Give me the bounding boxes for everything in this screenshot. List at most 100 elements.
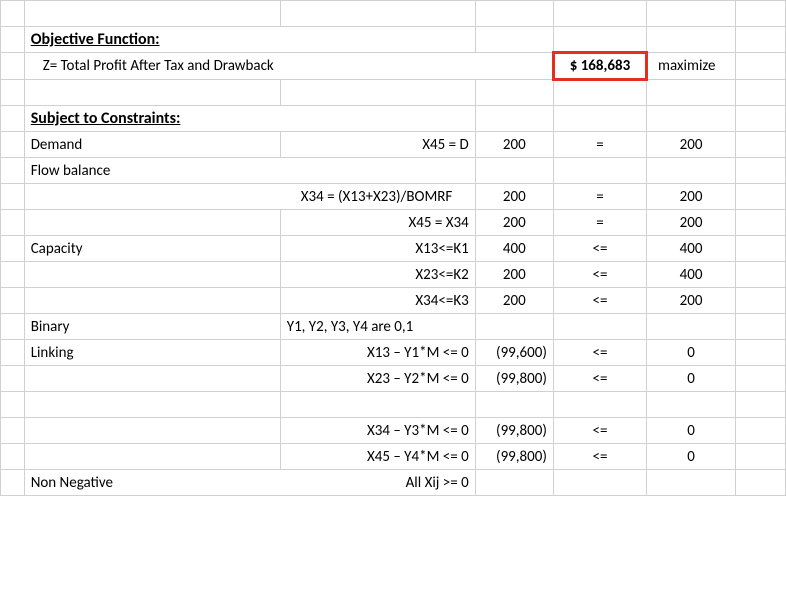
link2-rhs: 0 bbox=[647, 366, 736, 392]
link3-rhs: 0 bbox=[647, 418, 736, 444]
link4-rhs: 0 bbox=[647, 444, 736, 470]
empty-cell bbox=[475, 158, 553, 184]
empty-cell bbox=[647, 27, 736, 53]
row-flow2: X45 = X34 200 = 200 bbox=[1, 210, 786, 236]
row-link3: X34 – Y3*M <= 0 (99,800) <= 0 bbox=[1, 418, 786, 444]
empty-cell bbox=[736, 106, 786, 132]
row-link1: Linking X13 – Y1*M <= 0 (99,600) <= 0 bbox=[1, 340, 786, 366]
empty-cell bbox=[475, 392, 553, 418]
empty-cell bbox=[736, 132, 786, 158]
linking-label: Linking bbox=[24, 340, 280, 366]
empty-cell bbox=[24, 262, 280, 288]
empty-cell bbox=[1, 418, 25, 444]
cap2-expr: X23<=K2 bbox=[280, 262, 475, 288]
empty-cell bbox=[553, 314, 646, 340]
link2-op: <= bbox=[553, 366, 646, 392]
empty-cell bbox=[736, 470, 786, 496]
link3-lhs: (99,800) bbox=[475, 418, 553, 444]
empty-cell bbox=[475, 314, 553, 340]
empty-cell bbox=[553, 80, 646, 106]
row-binary: Binary Y1, Y2, Y3, Y4 are 0,1 bbox=[1, 314, 786, 340]
nonneg-label: Non Negative bbox=[24, 470, 280, 496]
link4-lhs: (99,800) bbox=[475, 444, 553, 470]
empty-cell bbox=[647, 158, 736, 184]
empty-cell bbox=[24, 184, 280, 210]
empty-cell bbox=[1, 53, 25, 80]
empty-cell bbox=[736, 53, 786, 80]
constraints-header: Subject to Constraints: bbox=[24, 106, 280, 132]
flowbalance-label: Flow balance bbox=[24, 158, 280, 184]
empty-cell bbox=[647, 106, 736, 132]
empty-cell bbox=[24, 210, 280, 236]
empty-cell bbox=[647, 1, 736, 27]
empty-cell bbox=[1, 392, 25, 418]
objective-value-cell[interactable]: $ 168,683 bbox=[553, 53, 646, 80]
demand-expr: X45 = D bbox=[280, 132, 475, 158]
empty-cell bbox=[1, 27, 25, 53]
flow2-rhs: 200 bbox=[647, 210, 736, 236]
row-nonneg: Non Negative All Xij >= 0 bbox=[1, 470, 786, 496]
empty-cell bbox=[553, 158, 646, 184]
empty-cell bbox=[1, 132, 25, 158]
cap3-op: <= bbox=[553, 288, 646, 314]
link4-expr: X45 – Y4*M <= 0 bbox=[280, 444, 475, 470]
link1-expr: X13 – Y1*M <= 0 bbox=[280, 340, 475, 366]
cap1-rhs: 400 bbox=[647, 236, 736, 262]
empty-cell bbox=[553, 1, 646, 27]
demand-rhs: 200 bbox=[647, 132, 736, 158]
cap1-expr: X13<=K1 bbox=[280, 236, 475, 262]
empty-cell bbox=[280, 392, 475, 418]
blank-row bbox=[1, 1, 786, 27]
empty-cell bbox=[1, 366, 25, 392]
demand-op: = bbox=[553, 132, 646, 158]
empty-cell bbox=[736, 340, 786, 366]
empty-cell bbox=[736, 184, 786, 210]
empty-cell bbox=[280, 27, 475, 53]
empty-cell bbox=[24, 80, 280, 106]
empty-cell bbox=[1, 262, 25, 288]
row-demand: Demand X45 = D 200 = 200 bbox=[1, 132, 786, 158]
flow1-lhs: 200 bbox=[475, 184, 553, 210]
empty-cell bbox=[24, 418, 280, 444]
blank-row bbox=[1, 80, 786, 106]
cap1-op: <= bbox=[553, 236, 646, 262]
empty-cell bbox=[553, 27, 646, 53]
link2-expr: X23 – Y2*M <= 0 bbox=[280, 366, 475, 392]
empty-cell bbox=[736, 27, 786, 53]
link4-op: <= bbox=[553, 444, 646, 470]
empty-cell bbox=[475, 53, 553, 80]
empty-cell bbox=[280, 1, 475, 27]
empty-cell bbox=[1, 236, 25, 262]
empty-cell bbox=[280, 158, 475, 184]
link1-op: <= bbox=[553, 340, 646, 366]
objective-note: maximize bbox=[647, 53, 736, 80]
flow2-lhs: 200 bbox=[475, 210, 553, 236]
empty-cell bbox=[475, 80, 553, 106]
empty-cell bbox=[1, 184, 25, 210]
row-objective-header: Objective Function: bbox=[1, 27, 786, 53]
row-flow1: X34 = (X13+X23)/BOMRF 200 = 200 bbox=[1, 184, 786, 210]
objective-label: Z= Total Profit After Tax and Drawback bbox=[24, 53, 280, 80]
empty-cell bbox=[647, 392, 736, 418]
empty-cell bbox=[736, 262, 786, 288]
empty-cell bbox=[647, 470, 736, 496]
empty-cell bbox=[736, 80, 786, 106]
flow2-expr: X45 = X34 bbox=[280, 210, 475, 236]
empty-cell bbox=[1, 444, 25, 470]
nonneg-expr: All Xij >= 0 bbox=[280, 470, 475, 496]
empty-cell bbox=[1, 340, 25, 366]
empty-cell bbox=[280, 106, 475, 132]
empty-cell bbox=[553, 106, 646, 132]
row-cap1: Capacity X13<=K1 400 <= 400 bbox=[1, 236, 786, 262]
row-cap2: X23<=K2 200 <= 400 bbox=[1, 262, 786, 288]
empty-cell bbox=[647, 314, 736, 340]
empty-cell bbox=[736, 366, 786, 392]
cap3-rhs: 200 bbox=[647, 288, 736, 314]
flow1-expr: X34 = (X13+X23)/BOMRF bbox=[280, 184, 475, 210]
empty-cell bbox=[1, 80, 25, 106]
blank-row: X23 – Y2*M <= 0 (99,800) <= 0 bbox=[1, 366, 786, 392]
row-flowbalance-label: Flow balance bbox=[1, 158, 786, 184]
empty-cell bbox=[1, 470, 25, 496]
binary-expr: Y1, Y2, Y3, Y4 are 0,1 bbox=[280, 314, 475, 340]
binary-label: Binary bbox=[24, 314, 280, 340]
